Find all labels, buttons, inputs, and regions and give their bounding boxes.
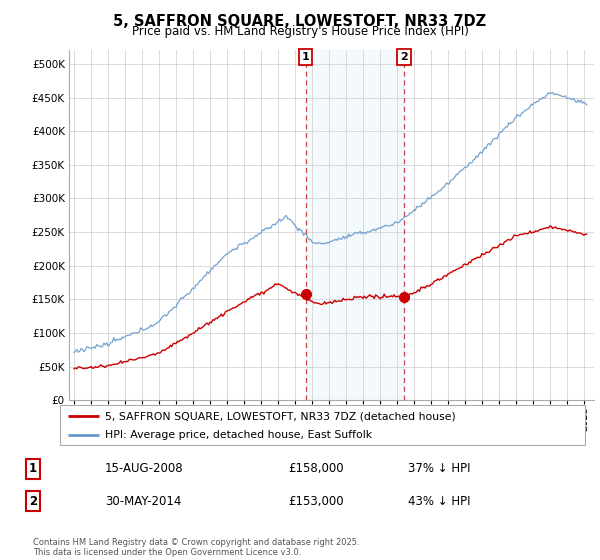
- Text: 30-MAY-2014: 30-MAY-2014: [105, 494, 181, 508]
- Text: Contains HM Land Registry data © Crown copyright and database right 2025.
This d: Contains HM Land Registry data © Crown c…: [33, 538, 359, 557]
- Text: 5, SAFFRON SQUARE, LOWESTOFT, NR33 7DZ: 5, SAFFRON SQUARE, LOWESTOFT, NR33 7DZ: [113, 14, 487, 29]
- Text: 37% ↓ HPI: 37% ↓ HPI: [408, 462, 470, 475]
- Text: 43% ↓ HPI: 43% ↓ HPI: [408, 494, 470, 508]
- Text: Price paid vs. HM Land Registry's House Price Index (HPI): Price paid vs. HM Land Registry's House …: [131, 25, 469, 38]
- Text: 2: 2: [29, 494, 37, 508]
- Text: £158,000: £158,000: [288, 462, 344, 475]
- Text: 2: 2: [400, 52, 408, 62]
- Text: £153,000: £153,000: [288, 494, 344, 508]
- Text: 5, SAFFRON SQUARE, LOWESTOFT, NR33 7DZ (detached house): 5, SAFFRON SQUARE, LOWESTOFT, NR33 7DZ (…: [104, 411, 455, 421]
- Text: 1: 1: [29, 462, 37, 475]
- Text: HPI: Average price, detached house, East Suffolk: HPI: Average price, detached house, East…: [104, 430, 372, 440]
- Bar: [305, 50, 404, 400]
- Text: 1: 1: [302, 52, 310, 62]
- FancyBboxPatch shape: [60, 405, 585, 445]
- Text: 15-AUG-2008: 15-AUG-2008: [105, 462, 184, 475]
